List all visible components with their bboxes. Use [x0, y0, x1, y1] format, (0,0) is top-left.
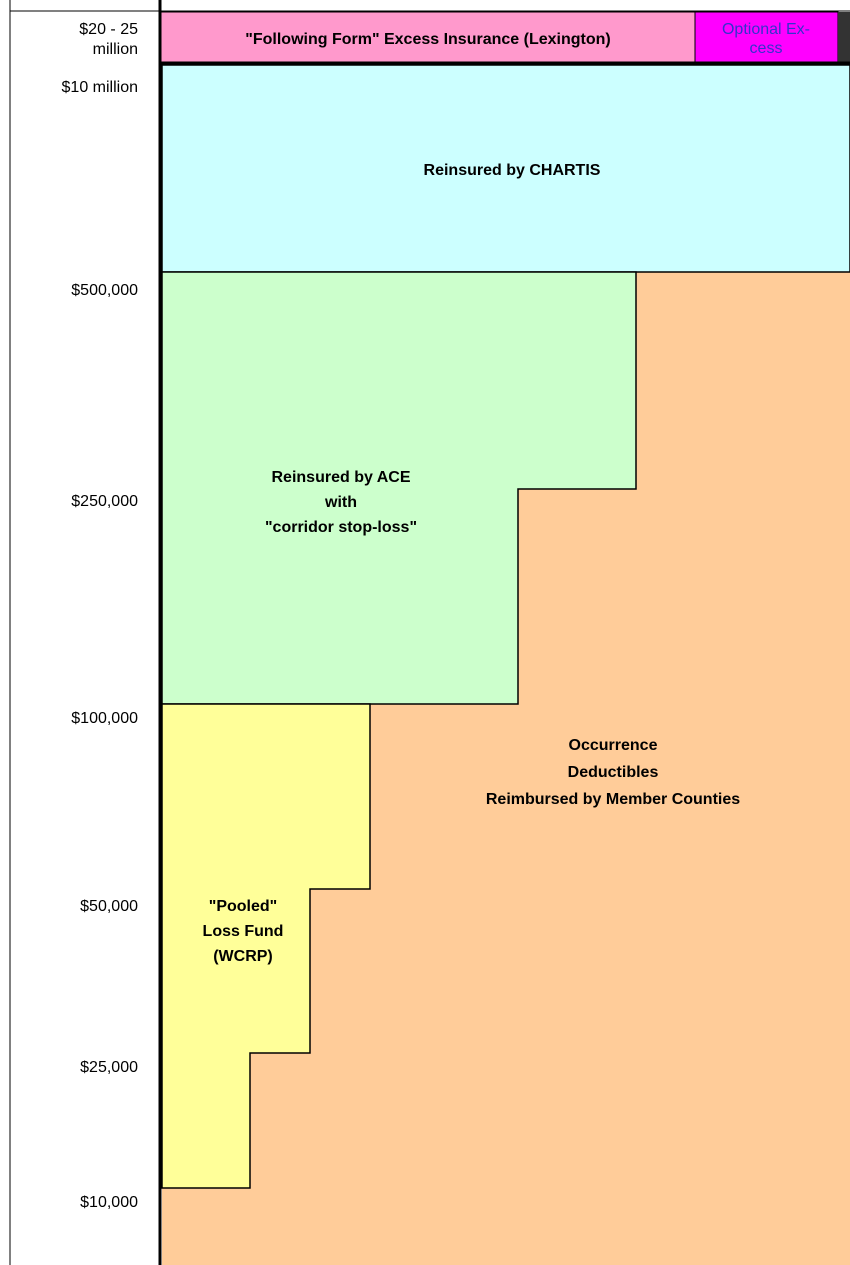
optional-label: Optional Ex- [722, 21, 810, 38]
chartis-region [161, 64, 850, 273]
pooled-region [161, 703, 371, 1189]
excess-layer [159, 11, 696, 63]
axis-label: $250,000 [71, 493, 138, 510]
ace-label: Reinsured by ACE [272, 469, 411, 486]
axis-label: $10 million [62, 79, 138, 96]
pooled-label: (WCRP) [213, 948, 273, 965]
deductibles-label: Occurrence [569, 737, 658, 754]
ace-label: "corridor stop-loss" [265, 519, 417, 536]
deductibles-label: Deductibles [568, 764, 659, 781]
axis-label: $25,000 [80, 1059, 138, 1076]
chartis-label: Reinsured by CHARTIS [424, 162, 601, 179]
pooled-label: "Pooled" [209, 898, 278, 915]
deductibles-label: Reimbursed by Member Counties [486, 791, 740, 808]
ace-label: with [324, 494, 357, 511]
axis-label: $100,000 [71, 710, 138, 727]
axis-label: $20 - 25 [79, 21, 138, 38]
optional-excess [694, 11, 839, 63]
axis-label: million [93, 41, 138, 58]
excess-label: "Following Form" Excess Insurance (Lexin… [245, 31, 610, 48]
pooled-label: Loss Fund [203, 923, 284, 940]
edge-block [838, 12, 850, 62]
axis-label: $50,000 [80, 898, 138, 915]
axis-label: $500,000 [71, 282, 138, 299]
axis-label: $10,000 [80, 1194, 138, 1211]
optional-label: cess [750, 40, 783, 57]
